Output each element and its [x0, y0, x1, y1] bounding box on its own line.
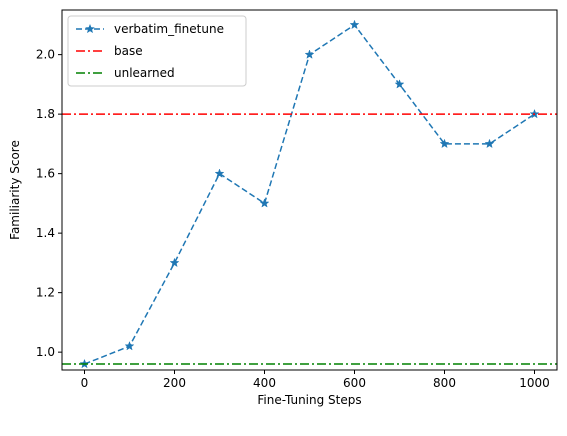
x-tick-label: 200 — [163, 376, 186, 390]
legend-label-verbatim-finetune: verbatim_finetune — [114, 22, 224, 36]
verbatim-finetune-point — [169, 257, 180, 268]
x-tick-label: 1000 — [519, 376, 550, 390]
x-tick-label: 600 — [343, 376, 366, 390]
y-tick-label: 1.8 — [36, 107, 55, 121]
x-axis-label: Fine-Tuning Steps — [257, 393, 361, 407]
verbatim-finetune-point — [484, 138, 495, 149]
y-tick-label: 1.4 — [36, 226, 55, 240]
verbatim-finetune-point — [124, 340, 135, 351]
ticks-layer: 0 200 400 600 800 1000 1.0 1.2 1.4 1.6 1.8 2.0 — [36, 48, 550, 390]
y-tick-label: 1.0 — [36, 345, 55, 359]
series-layer — [62, 19, 557, 369]
legend-label-unlearned: unlearned — [114, 66, 175, 80]
legend-label-base: base — [114, 44, 143, 58]
x-tick-label: 0 — [81, 376, 89, 390]
y-axis-label: Familiarity Score — [8, 140, 22, 240]
verbatim-finetune-point — [214, 168, 225, 178]
y-tick-label: 1.2 — [36, 286, 55, 300]
verbatim-finetune-point — [394, 79, 405, 89]
verbatim-finetune-point — [304, 49, 315, 59]
plot-frame — [61, 9, 558, 371]
verbatim-finetune-point — [439, 138, 450, 149]
verbatim-finetune-point — [349, 19, 360, 30]
x-tick-label: 800 — [433, 376, 456, 390]
legend-marker-verbatim-finetune — [85, 23, 95, 34]
y-tick-label: 1.6 — [36, 167, 55, 181]
x-tick-label: 400 — [253, 376, 276, 390]
legend-box — [67, 15, 247, 87]
y-tick-label: 2.0 — [36, 48, 55, 62]
verbatim-finetune-point — [259, 198, 270, 208]
